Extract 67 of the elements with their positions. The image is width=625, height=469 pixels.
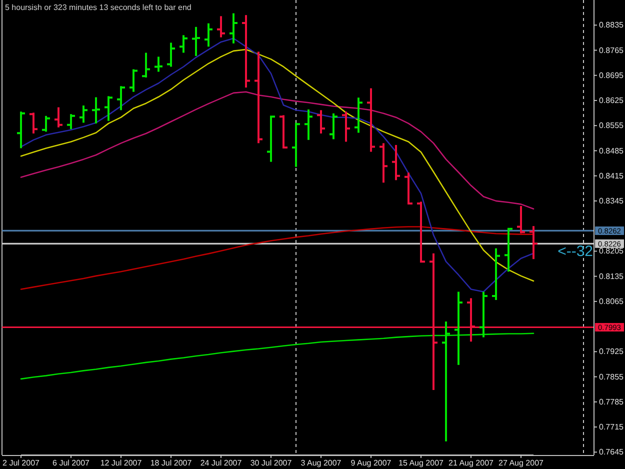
candlestick (378, 142, 388, 184)
candlestick (528, 225, 538, 260)
y-tick-label: 0.7715 (599, 422, 624, 432)
line-series (20, 91, 534, 210)
y-tick-label: 0.7785 (599, 397, 624, 406)
candlestick (41, 114, 51, 133)
candlestick (366, 87, 376, 153)
y-tick-label: 0.8345 (599, 196, 624, 206)
text: <--32 (558, 243, 593, 260)
candlestick (328, 112, 338, 140)
candlestick (28, 112, 38, 134)
candlestick (228, 12, 238, 44)
candlestick (104, 95, 114, 122)
candlestick (391, 144, 401, 182)
candlestick (266, 116, 276, 163)
candlestick (141, 52, 151, 79)
candlestick (16, 110, 26, 150)
candlestick (91, 96, 101, 124)
y-tick-label: 0.8485 (599, 146, 624, 156)
candlestick (254, 50, 264, 144)
candlestick (504, 227, 514, 273)
chart-title: 5 hoursish or 323 minutes 13 seconds left to bar end (5, 3, 192, 12)
x-tick-label: 2 Jul 2007 (2, 458, 40, 468)
candlestick (154, 56, 164, 73)
x-tick-label: 9 Aug 2007 (350, 458, 392, 468)
x-tick-label: 21 Aug 2007 (448, 458, 494, 468)
x-tick-label: 30 Jul 2007 (250, 458, 292, 468)
candlestick (166, 42, 176, 68)
candlestick (116, 85, 126, 112)
candlestick (354, 96, 364, 134)
candlestick (278, 114, 288, 148)
candlestick (216, 15, 226, 38)
candlestick (54, 106, 64, 128)
candlestick (404, 172, 414, 205)
y-tick-label: 0.8835 (599, 20, 624, 30)
y-tick-label: 0.8135 (599, 272, 624, 281)
x-tick-label: 15 Aug 2007 (398, 458, 444, 468)
y-tick-label: 0.8625 (599, 96, 624, 106)
candlestick (78, 104, 88, 124)
candlestick (128, 68, 138, 93)
y-tick-label: 0.7925 (599, 347, 624, 356)
x-tick-label: 3 Aug 2007 (300, 458, 342, 468)
candlestick (178, 34, 188, 54)
candlestick (204, 22, 214, 48)
x-tick-label: 24 Jul 2007 (200, 458, 242, 468)
candlestick (66, 113, 76, 130)
y-tick-label: 0.7855 (599, 372, 624, 382)
y-tick-label: 0.8415 (599, 171, 624, 180)
x-tick-label: 27 Aug 2007 (498, 458, 544, 468)
y-tick-label: 0.8695 (599, 70, 624, 80)
candlestick (516, 204, 526, 234)
candlestick (191, 26, 201, 57)
y-tick-label: 0.8205 (599, 246, 624, 256)
y-tick-label: 0.8765 (599, 46, 624, 55)
candlestick (316, 109, 326, 134)
candlestick (341, 110, 351, 143)
candlestick (304, 108, 314, 141)
x-tick-label: 18 Jul 2007 (150, 458, 192, 468)
candlestick (241, 14, 251, 89)
candlestick (291, 122, 301, 168)
candlestick (491, 247, 501, 301)
line-series (20, 226, 534, 290)
y-tick-label: 0.8555 (599, 121, 624, 130)
y-tick-label: 0.8065 (599, 296, 624, 306)
x-tick-label: 12 Jul 2007 (100, 458, 142, 468)
y-tick-label: 0.7645 (599, 448, 624, 457)
x-tick-label: 6 Jul 2007 (52, 458, 90, 468)
